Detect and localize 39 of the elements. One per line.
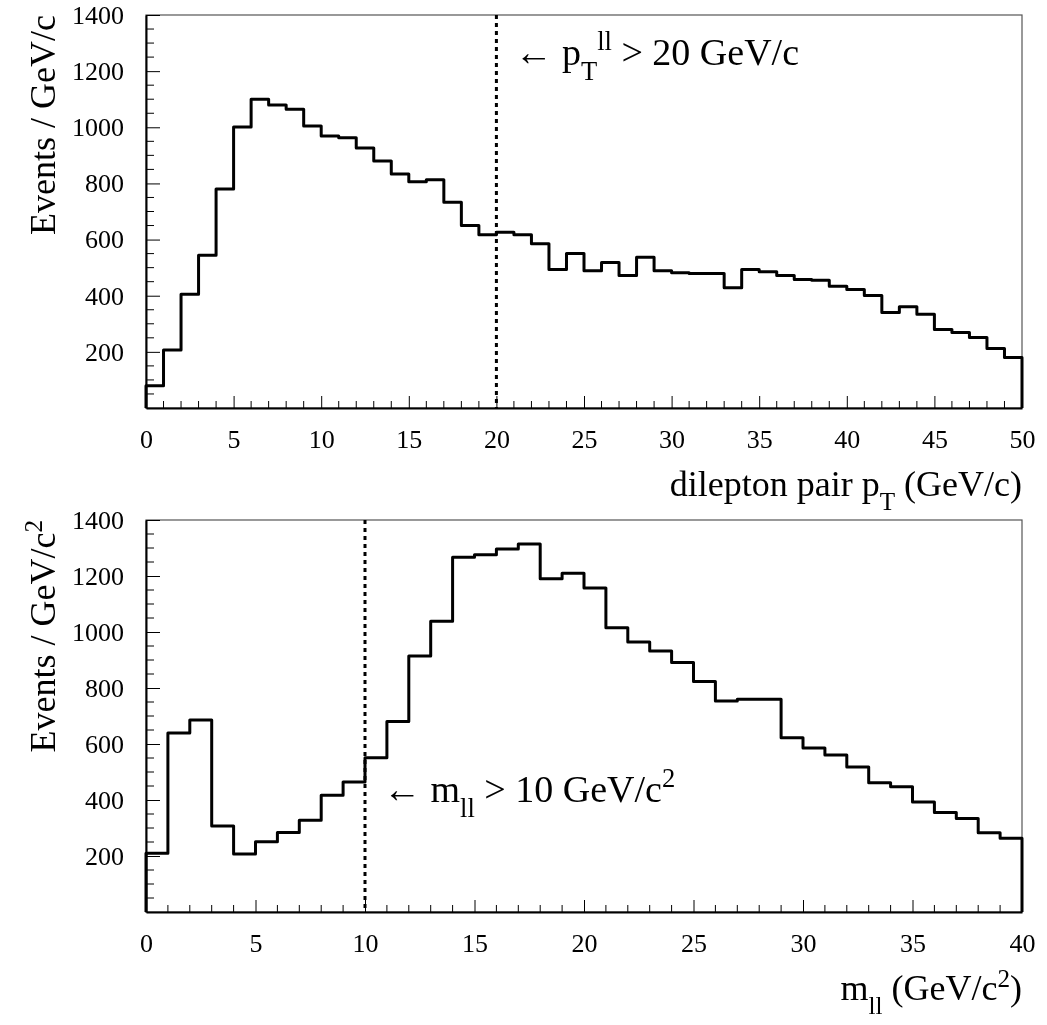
x-tick-label: 45 [921, 425, 948, 455]
ref-line-label: ← p$_{T}$$^{ll}$ > 20 GeV/c [514, 26, 800, 86]
y-tick-label: 400 [85, 281, 124, 311]
y-tick-label: 1200 [72, 561, 124, 591]
x-tick-label: 20 [483, 425, 510, 455]
x-tick-label: 35 [746, 425, 773, 455]
y-tick-label: 200 [85, 841, 124, 871]
x-tick-label: 15 [396, 425, 423, 455]
x-tick-label: 50 [1009, 425, 1036, 455]
x-axis-title: m$_{ll}$ (GeV/c$^{2}$) [840, 964, 1022, 1019]
x-tick-label: 25 [681, 929, 707, 959]
x-tick-label: 25 [571, 425, 598, 455]
x-tick-label: 30 [659, 425, 686, 455]
y-tick-label: 600 [85, 729, 124, 759]
y-tick-label: 800 [85, 169, 124, 199]
x-axis-title: dilepton pair p$_{T}$ (GeV/c) [669, 464, 1022, 515]
x-tick-label: 0 [140, 425, 153, 455]
y-tick-label: 600 [85, 225, 124, 255]
y-axis-title: Events / GeV/c [23, 15, 63, 235]
ref-line-label: ← m$_{ll}$ > 10 GeV/c$^{2}$ [383, 763, 676, 823]
x-tick-label: 5 [227, 425, 241, 455]
x-tick-label: 10 [308, 425, 335, 455]
x-tick-label: 15 [462, 929, 488, 959]
y-tick-label: 1400 [72, 0, 124, 30]
x-tick-label: 5 [249, 929, 263, 959]
x-tick-label: 30 [790, 929, 817, 959]
y-tick-label: 1200 [72, 56, 124, 86]
y-tick-label: 1400 [72, 505, 124, 535]
y-tick-label: 1000 [72, 113, 124, 143]
y-tick-label: 200 [85, 337, 124, 367]
x-tick-label: 40 [834, 425, 861, 455]
x-tick-label: 0 [140, 929, 153, 959]
x-tick-label: 20 [571, 929, 598, 959]
x-tick-label: 35 [900, 929, 926, 959]
y-tick-label: 400 [85, 785, 124, 815]
x-tick-label: 10 [352, 929, 379, 959]
y-tick-label: 800 [85, 673, 124, 703]
x-tick-label: 40 [1009, 929, 1036, 959]
y-tick-label: 1000 [72, 617, 124, 647]
